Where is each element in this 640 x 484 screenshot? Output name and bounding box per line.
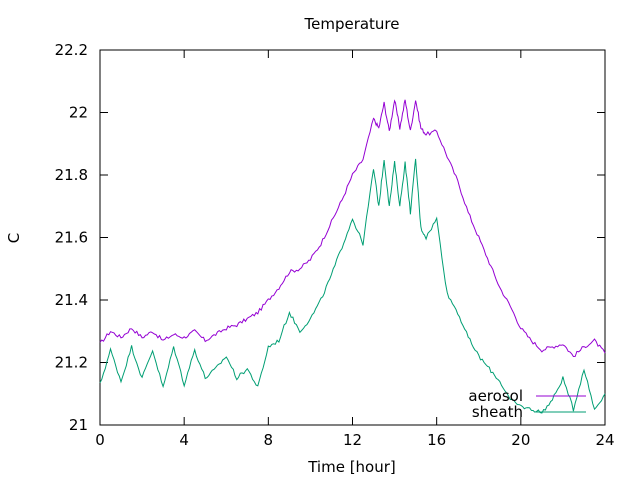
y-tick-label: 21: [69, 416, 88, 434]
x-tick-label: 20: [511, 431, 530, 449]
x-axis-label: Time [hour]: [307, 458, 396, 476]
y-tick-label: 21.4: [55, 291, 88, 309]
x-tick-label: 12: [343, 431, 362, 449]
y-tick-label: 22.2: [55, 41, 88, 59]
series-line-aerosol: [99, 99, 606, 358]
legend-label-sheath: sheath: [472, 403, 523, 421]
y-tick-label: 21.6: [55, 229, 88, 247]
y-tick-label: 21.2: [55, 354, 88, 372]
x-tick-label: 4: [179, 431, 189, 449]
y-tick-label: 21.8: [55, 166, 88, 184]
axis-ticks: 0 4 8 12 16 20 24 21 21.2 21.4 21.6 21.8 22 22.2: [55, 41, 615, 449]
x-tick-label: 0: [95, 431, 105, 449]
y-tick-label: 22: [69, 104, 88, 122]
x-tick-label: 16: [427, 431, 446, 449]
series-line-sheath: [99, 158, 606, 414]
series-layer: [99, 99, 606, 414]
x-tick-label: 24: [595, 431, 614, 449]
legend-label-aerosol: aerosol: [468, 387, 523, 405]
x-tick-label: 8: [264, 431, 274, 449]
y-axis-label: C: [5, 233, 23, 243]
chart-title: Temperature: [303, 15, 399, 33]
